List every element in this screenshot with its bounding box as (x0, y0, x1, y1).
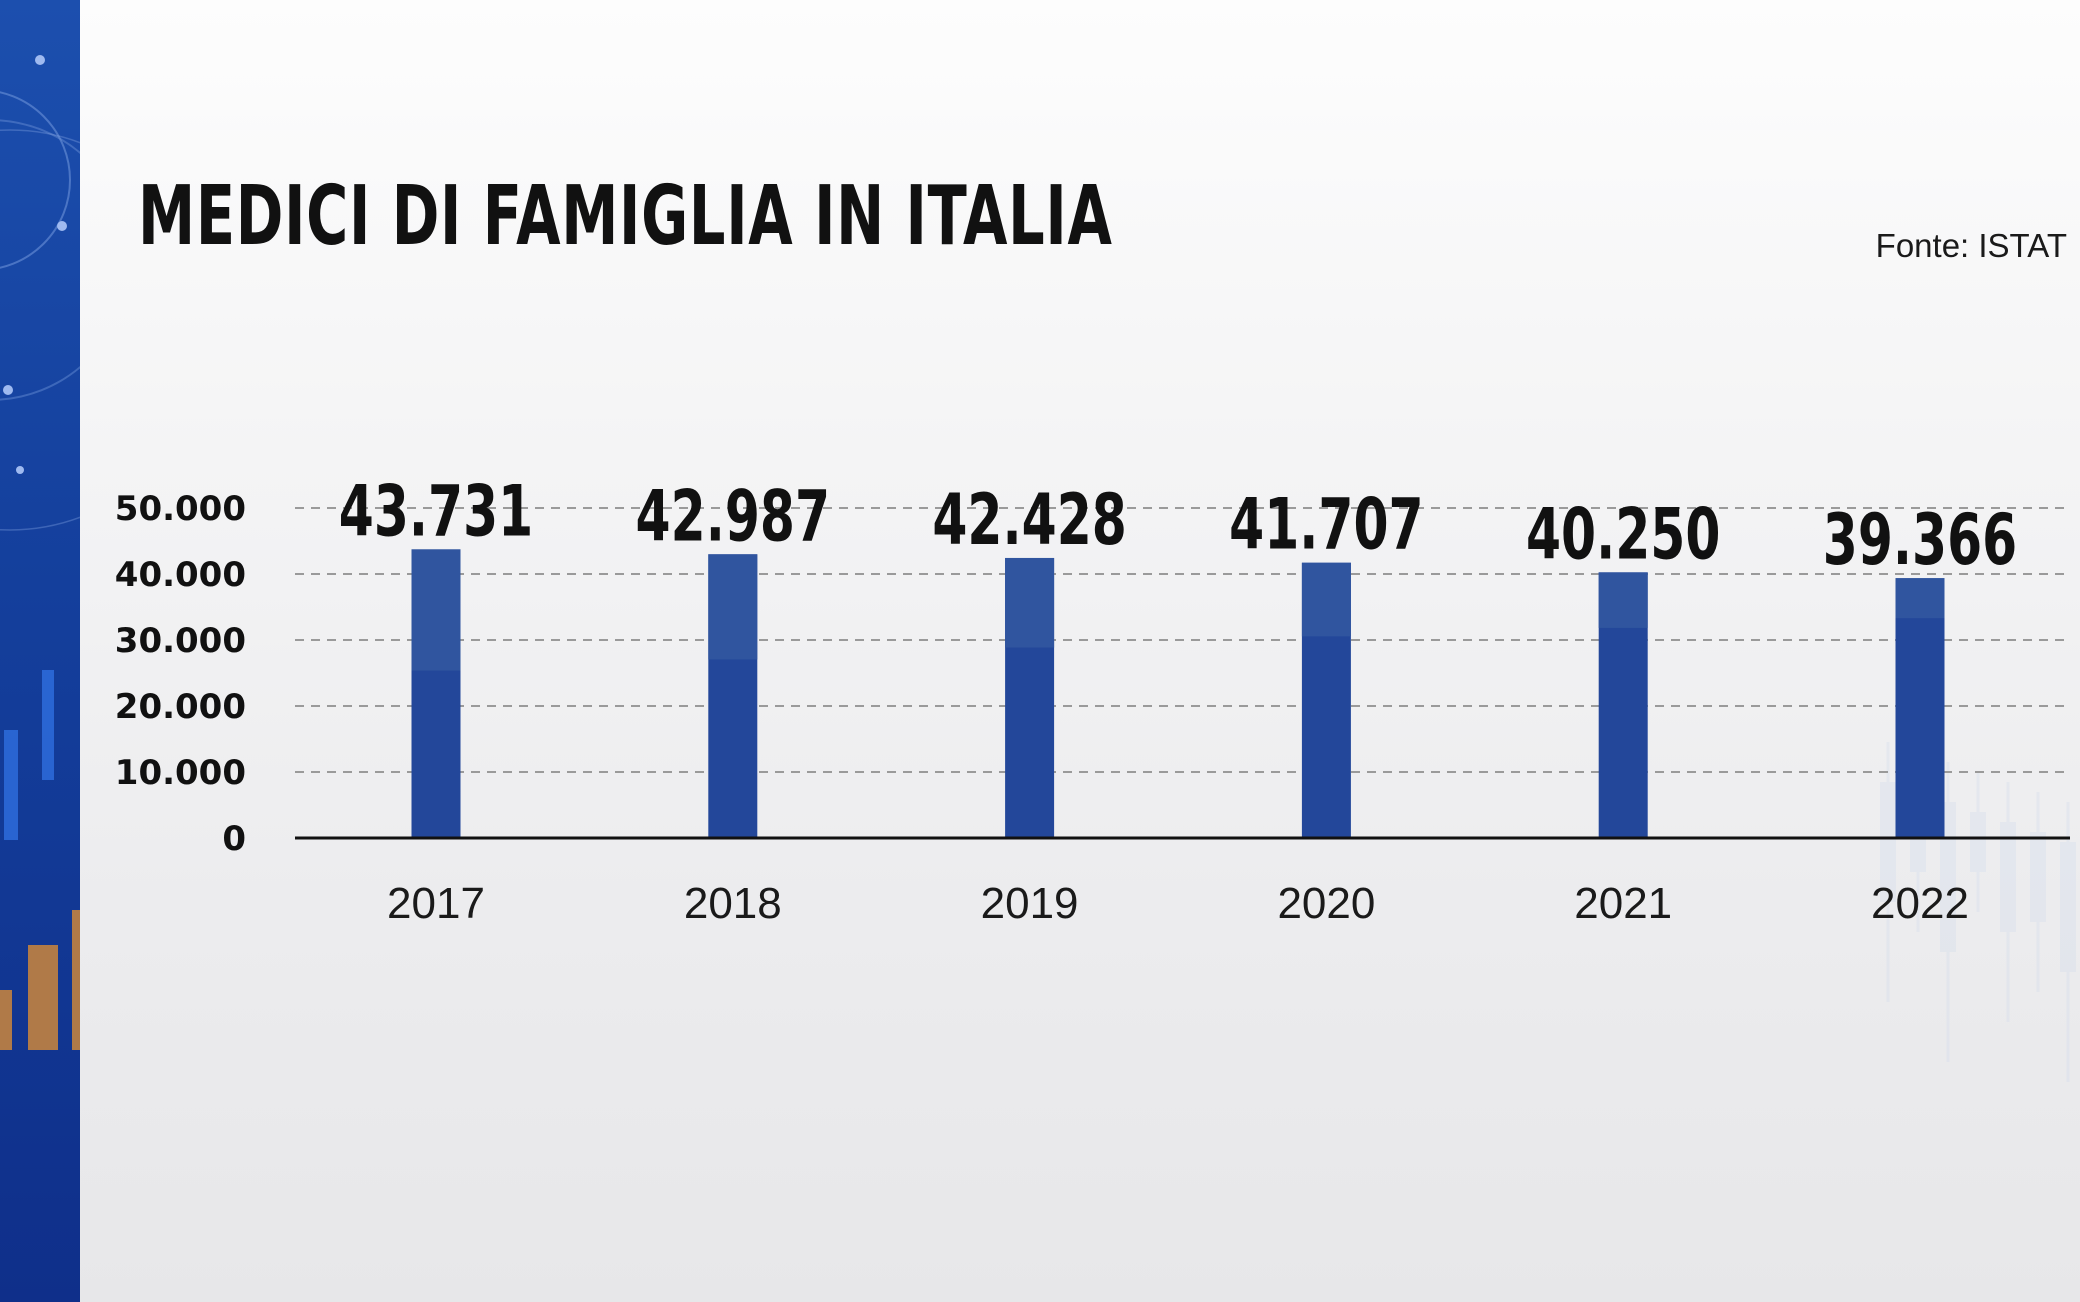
left-decorative-strip (0, 0, 80, 1302)
bar-2019 (1005, 557, 1055, 838)
bar-body (1895, 578, 1945, 838)
x-axis-labels: 2017 2018 2019 2020 2021 2022 (387, 879, 1969, 928)
bar-highlight (708, 554, 758, 660)
x-tick-label: 2019 (981, 879, 1079, 928)
chart-title: MEDICI DI FAMIGLIA IN ITALIA (138, 169, 1113, 264)
bar-highlight (411, 549, 461, 671)
x-tick-label: 2022 (1871, 879, 1969, 928)
bar-2018 (708, 554, 758, 838)
bars (411, 549, 1945, 838)
decor-candle (1970, 812, 1986, 872)
bar-highlight (1301, 562, 1351, 637)
y-tick-label: 20.000 (115, 687, 246, 727)
y-tick-label: 50.000 (115, 489, 246, 529)
value-labels: 43.731 42.987 42.428 41.707 40.250 39.366 (339, 471, 2017, 581)
bar-2021 (1598, 572, 1648, 838)
decor-candle (2030, 832, 2046, 922)
y-tick-label: 0 (222, 819, 246, 859)
bar-highlight (1895, 578, 1945, 619)
y-tick-label: 10.000 (115, 753, 246, 793)
value-label: 42.428 (932, 480, 1126, 561)
decor-candle (2060, 842, 2076, 972)
decor-candle (2000, 822, 2016, 932)
value-label: 43.731 (339, 471, 533, 552)
value-label: 39.366 (1823, 500, 2017, 581)
y-tick-label: 30.000 (115, 621, 246, 661)
strip-decoration (0, 55, 80, 1050)
x-tick-label: 2018 (684, 879, 782, 928)
value-label: 40.250 (1526, 494, 1720, 575)
gridlines (295, 507, 2070, 773)
x-tick-label: 2021 (1574, 879, 1672, 928)
bar-highlight (1598, 572, 1648, 628)
value-label: 41.707 (1229, 484, 1423, 565)
x-tick-label: 2020 (1277, 879, 1375, 928)
bar-highlight (1005, 557, 1055, 648)
bar-2017 (411, 549, 461, 838)
bar-2022 (1895, 578, 1945, 838)
x-tick-label: 2017 (387, 879, 485, 928)
decor-candle (1880, 782, 1896, 902)
bar-2020 (1301, 562, 1351, 838)
y-axis-ticks: 0 10.000 20.000 30.000 40.000 50.000 (115, 489, 246, 859)
source-label: Fonte: ISTAT (1875, 227, 2067, 264)
value-label: 42.987 (636, 476, 830, 557)
y-tick-label: 40.000 (115, 555, 246, 595)
background-candlesticks (1880, 742, 2076, 1082)
